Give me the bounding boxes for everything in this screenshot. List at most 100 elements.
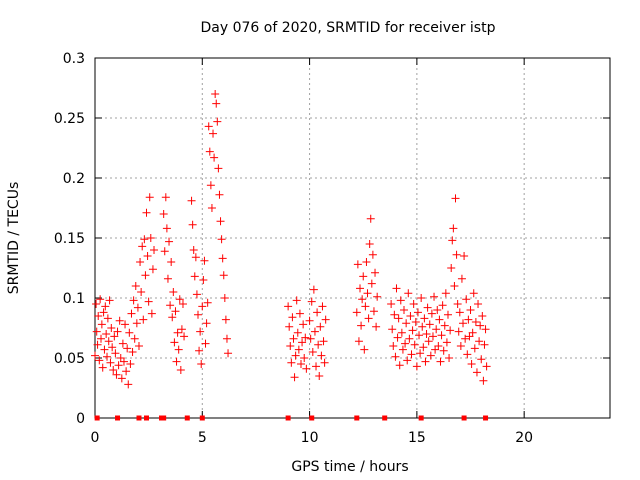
data-point [395,361,404,370]
axis-ticks: 0 0.05 0.1 0.15 0.2 0.25 0.3 0 5 10 15 20 [54,51,610,446]
data-point [301,333,310,342]
data-point [165,237,174,246]
data-point [137,288,146,296]
data-point [290,373,299,382]
data-point [389,342,398,350]
data-point [293,328,302,337]
data-point [222,334,231,343]
data-point [107,324,116,332]
zero-marker [483,415,489,421]
data-point [168,313,177,322]
data-point [435,315,444,324]
data-point [198,302,207,311]
data-point [114,361,123,370]
data-point [101,302,110,311]
data-point [407,350,416,359]
data-point [462,295,471,304]
data-point [119,357,128,366]
data-point [439,346,448,355]
data-point [106,358,115,367]
data-point [410,340,419,349]
data-point [364,314,373,323]
data-point [352,308,361,317]
x-tick-label: 0 [91,430,100,446]
data-point [147,309,156,318]
data-point [362,258,371,266]
data-point [409,300,418,308]
zero-marker [354,415,360,421]
data-point [299,320,308,329]
data-point [199,276,208,284]
zero-marker [309,415,315,421]
data-point [354,337,363,346]
data-point [139,315,148,324]
data-point [430,292,439,301]
data-point [105,296,114,305]
data-point [123,344,132,353]
data-point [453,300,462,308]
data-points [91,90,491,389]
zero-marker [161,415,167,421]
data-point [94,312,103,320]
y-tick-label: 0.1 [63,291,85,307]
data-point [393,333,402,342]
data-point [140,235,149,244]
data-point [402,319,411,328]
data-point [448,236,457,245]
zero-markers [94,415,489,421]
data-point [289,334,298,343]
data-point [206,181,215,190]
y-tick-label: 0.15 [54,231,85,247]
data-point [353,260,362,269]
data-point [302,364,311,373]
zero-marker [461,415,467,421]
data-point [161,193,170,202]
data-point [131,282,140,290]
data-point [449,224,458,233]
data-point [419,343,428,352]
data-point [284,302,293,311]
data-point [418,322,427,331]
data-point [443,310,452,319]
data-point [471,318,480,326]
data-point [404,289,413,298]
data-point [117,374,126,383]
data-point [177,325,186,334]
data-point [298,338,307,347]
data-point [476,321,485,330]
zero-marker [94,415,100,421]
data-point [432,325,441,334]
data-point [479,376,488,385]
data-point [187,196,196,205]
data-point [144,297,153,306]
x-tick-label: 15 [408,430,426,446]
data-point [447,264,456,272]
data-point [91,351,99,360]
data-point [138,242,147,251]
data-point [387,300,396,308]
data-point [178,300,187,308]
x-tick-label: 20 [515,430,533,446]
data-point [357,321,366,330]
data-point [481,325,490,334]
data-point [102,330,111,338]
data-point [128,348,137,356]
data-point [356,284,365,293]
data-point [450,282,459,290]
data-point [455,308,464,317]
data-point [133,303,142,312]
data-point [300,354,309,362]
data-point [465,332,474,341]
data-point [163,274,172,283]
data-point [115,316,124,325]
data-point [313,308,322,317]
data-point [174,345,183,354]
data-point [408,326,417,335]
data-point [316,322,325,331]
data-point [442,338,451,347]
data-point [160,247,169,256]
data-point [427,309,436,318]
y-tick-label: 0.25 [54,111,85,127]
data-point [196,327,205,336]
data-point [359,272,368,281]
